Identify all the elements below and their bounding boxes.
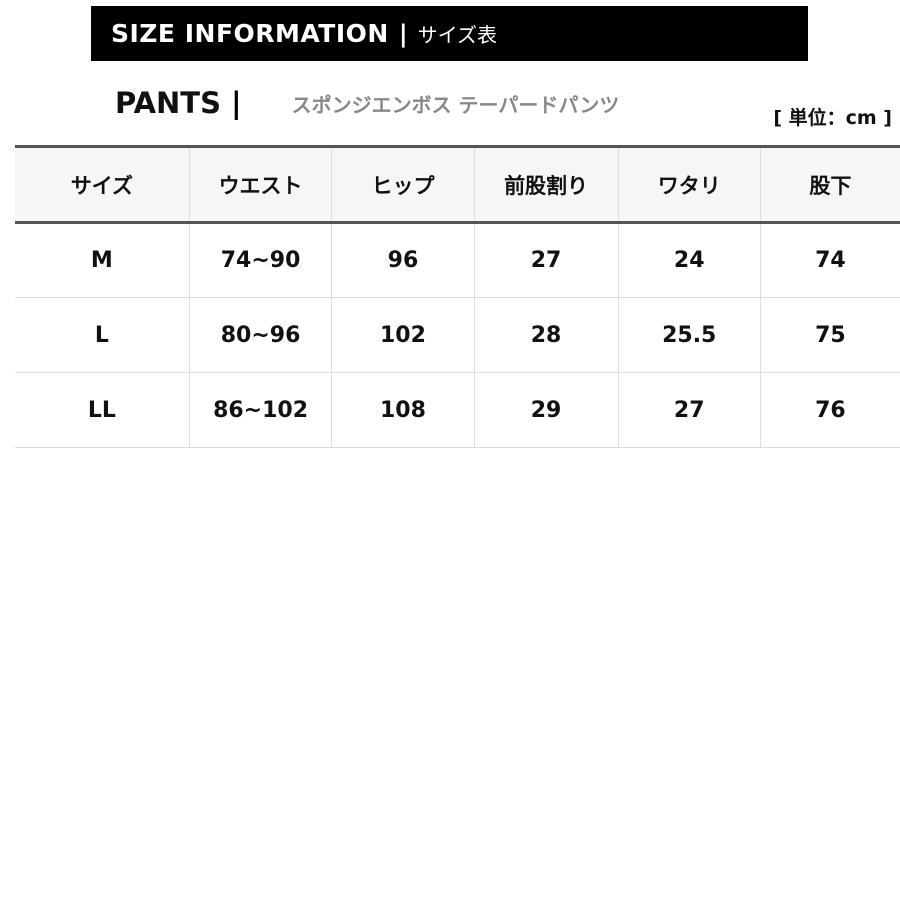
table-cell: M — [90, 248, 113, 273]
table-cell: 74 — [759, 222, 900, 298]
banner-separator: | — [398, 19, 408, 48]
table-cell: 25.5 — [617, 297, 761, 373]
size-table: サイズ ウエスト ヒップ 前股割り ワタリ 股下 M 74~90 96 27 24 74 L 80~96… — [15, 145, 900, 448]
table-row: LL 86~102 108 29 27 76 — [15, 372, 900, 448]
column-header: ヒップ — [331, 146, 475, 223]
table-row: L 80~96 102 28 25.5 75 — [15, 297, 900, 373]
table-cell: 80~96 — [188, 297, 332, 373]
table-cell: L — [94, 322, 109, 348]
banner-title: SIZE INFORMATION — [111, 19, 389, 48]
unit-label: [ 単位：cm ] — [773, 107, 892, 129]
column-header: ワタリ — [617, 146, 761, 223]
table-cell: 28 — [473, 297, 619, 373]
product-name: スポンジエンボス テーパードパンツ — [291, 92, 620, 117]
column-header: ウエスト — [188, 146, 332, 223]
table-header-row: サイズ ウエスト ヒップ 前股割り ワタリ 股下 — [15, 146, 900, 223]
banner-subtitle: サイズ表 — [417, 23, 498, 47]
table-cell: 74~90 — [188, 222, 332, 298]
table-cell: 102 — [331, 297, 475, 373]
table-cell: 29 — [473, 372, 619, 448]
table-cell: 27 — [473, 222, 619, 298]
table-cell: 76 — [759, 372, 900, 448]
product-heading: PANTS | スポンジエンボス テーパードパンツ — [115, 86, 619, 120]
table-cell: 27 — [617, 372, 761, 448]
table-cell: LL — [87, 397, 116, 423]
table-cell: 86~102 — [188, 372, 332, 448]
column-header: 股下 — [759, 146, 900, 223]
table-row: M 74~90 96 27 24 74 — [15, 222, 900, 298]
column-header: 前股割り — [473, 146, 619, 223]
table-cell: 96 — [331, 222, 475, 298]
table-cell: 24 — [617, 222, 761, 298]
table-cell: 75 — [759, 297, 900, 373]
product-category: PANTS — [115, 86, 221, 120]
table-cell: 108 — [331, 372, 475, 448]
header-banner: SIZE INFORMATION | サイズ表 — [91, 6, 808, 61]
product-separator: | — [230, 86, 242, 120]
column-header: サイズ — [70, 173, 134, 198]
